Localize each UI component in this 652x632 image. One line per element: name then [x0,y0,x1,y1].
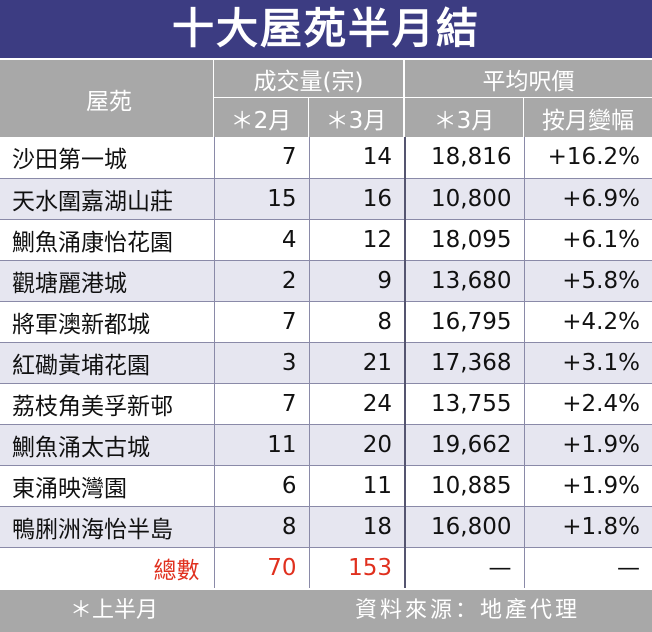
header-price: 平均呎價 [405,60,652,97]
estate-name: 天水圍嘉湖山莊 [0,178,215,220]
price-change: +6.1% [524,219,652,261]
avg-price: 18,816 [405,137,525,179]
header-volume-feb: ＊2月 [214,98,308,137]
avg-price: 10,800 [405,178,525,220]
footer-bar: ＊上半月 資料來源：地產代理 [0,590,652,632]
price-change: +4.2% [524,301,652,343]
avg-price: 13,680 [405,260,525,302]
volume-mar: 18 [309,506,406,548]
price-change: +2.4% [524,383,652,425]
price-change: +1.9% [524,424,652,466]
table-row: 鰂魚涌康怡花園 4 12 18,095 +6.1% [0,219,652,261]
volume-mar: 8 [309,301,406,343]
volume-feb: 2 [214,260,310,302]
source-credit: 資料來源：地產代理 [354,598,580,623]
estate-name: 觀塘麗港城 [0,260,215,302]
price-change: +16.2% [524,137,652,179]
price-change: +6.9% [524,178,652,220]
total-row: 總數 70 153 — — [0,547,652,588]
total-price: — [405,547,525,588]
estate-name: 鰂魚涌太古城 [0,424,215,466]
avg-price: 18,095 [405,219,525,261]
volume-feb: 15 [214,178,310,220]
estate-name: 將軍澳新都城 [0,301,215,343]
estate-name: 沙田第一城 [0,137,215,179]
price-change: +3.1% [524,342,652,384]
header-volume-mar: ＊3月 [309,98,403,137]
price-change: +5.8% [524,260,652,302]
volume-feb: 7 [214,301,310,343]
volume-feb: 6 [214,465,310,507]
volume-mar: 16 [309,178,406,220]
volume-feb: 3 [214,342,310,384]
volume-mar: 20 [309,424,406,466]
estate-name: 荔枝角美孚新邨 [0,383,215,425]
volume-feb: 7 [214,383,310,425]
header-estate: 屋苑 [0,60,213,137]
data-table: 沙田第一城 7 14 18,816 +16.2% 天水圍嘉湖山莊 15 16 1… [0,137,652,588]
volume-mar: 11 [309,465,406,507]
volume-mar: 9 [309,260,406,302]
avg-price: 13,755 [405,383,525,425]
header-volume: 成交量(宗) [214,60,403,97]
table-row: 鴨脷洲海怡半島 8 18 16,800 +1.8% [0,506,652,548]
avg-price: 19,662 [405,424,525,466]
table-row: 天水圍嘉湖山莊 15 16 10,800 +6.9% [0,178,652,220]
volume-feb: 8 [214,506,310,548]
header-price-mar: ＊3月 [405,98,523,137]
table-row: 東涌映灣園 6 11 10,885 +1.9% [0,465,652,507]
footnote: ＊上半月 [70,598,159,623]
avg-price: 10,885 [405,465,525,507]
table-row: 觀塘麗港城 2 9 13,680 +5.8% [0,260,652,302]
price-change: +1.8% [524,506,652,548]
total-change: — [524,547,652,588]
estate-name: 紅磡黃埔花園 [0,342,215,384]
volume-feb: 7 [214,137,310,179]
total-volume-feb: 70 [214,547,310,588]
volume-feb: 11 [214,424,310,466]
table-row: 沙田第一城 7 14 18,816 +16.2% [0,137,652,179]
volume-mar: 24 [309,383,406,425]
price-change: +1.9% [524,465,652,507]
table-row: 將軍澳新都城 7 8 16,795 +4.2% [0,301,652,343]
estate-name: 東涌映灣園 [0,465,215,507]
header-price-change: 按月變幅 [524,98,652,137]
table-row: 紅磡黃埔花園 3 21 17,368 +3.1% [0,342,652,384]
table-row: 鰂魚涌太古城 11 20 19,662 +1.9% [0,424,652,466]
table-row: 荔枝角美孚新邨 7 24 13,755 +2.4% [0,383,652,425]
total-volume-mar: 153 [309,547,406,588]
page-title: 十大屋苑半月結 [0,0,652,58]
avg-price: 16,795 [405,301,525,343]
volume-mar: 14 [309,137,406,179]
estate-name: 鴨脷洲海怡半島 [0,506,215,548]
total-label: 總數 [0,547,215,588]
volume-feb: 4 [214,219,310,261]
volume-mar: 21 [309,342,406,384]
estate-name: 鰂魚涌康怡花園 [0,219,215,261]
volume-mar: 12 [309,219,406,261]
avg-price: 17,368 [405,342,525,384]
avg-price: 16,800 [405,506,525,548]
